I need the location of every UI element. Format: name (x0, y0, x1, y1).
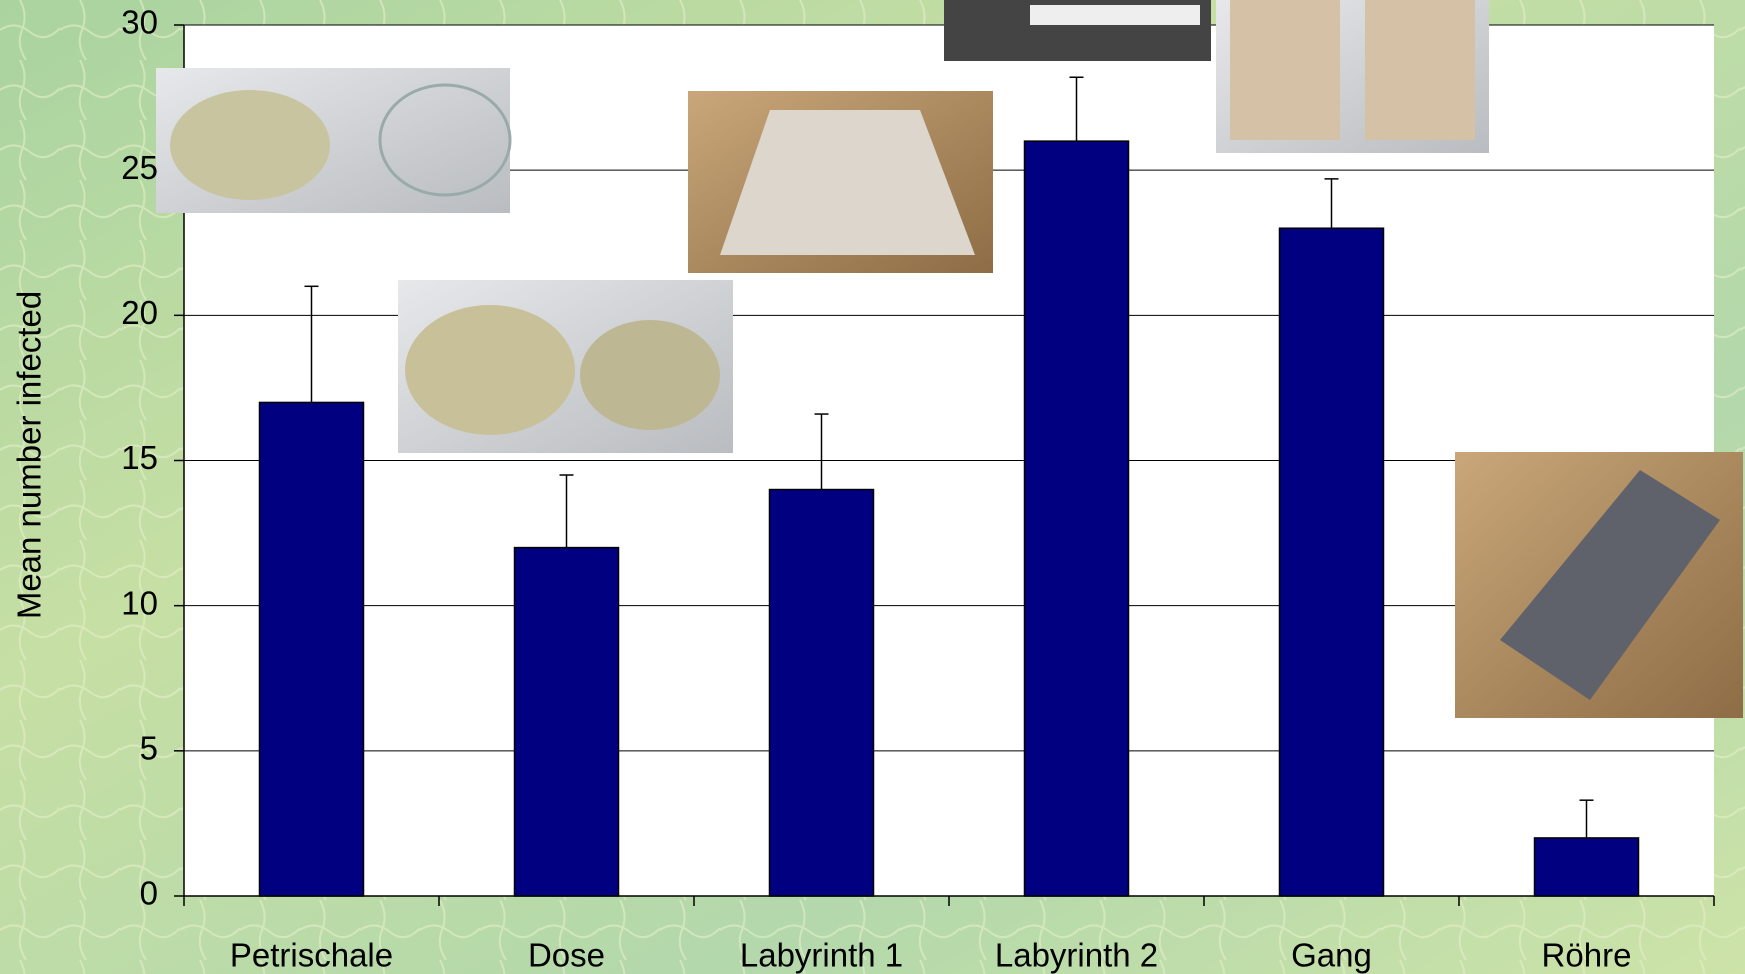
y-tick-label: 20 (121, 294, 158, 331)
photo-detail (720, 110, 975, 255)
photo-detail (1365, 0, 1475, 140)
x-tick-label: Gang (1291, 937, 1372, 974)
y-tick-label: 10 (121, 584, 158, 621)
y-tick-label: 30 (121, 4, 158, 41)
bar (1533, 837, 1640, 897)
photo-detail (405, 305, 575, 435)
photo-detail (170, 90, 330, 200)
photo-detail (378, 83, 512, 197)
x-tick-label: Röhre (1542, 937, 1632, 974)
x-tick-label: Labyrinth 2 (995, 937, 1158, 974)
y-tick-label: 0 (140, 875, 158, 912)
y-tick-label: 15 (121, 439, 158, 476)
bar (513, 546, 620, 897)
y-tick-label: 25 (121, 149, 158, 186)
bar (768, 488, 875, 897)
y-tick-label: 5 (140, 730, 158, 767)
bar (258, 401, 365, 897)
bar (1023, 140, 1130, 897)
photo-detail (1500, 470, 1720, 700)
bar (1278, 227, 1385, 897)
photo-detail (580, 320, 720, 430)
x-tick-label: Labyrinth 1 (740, 937, 903, 974)
x-tick-label: Dose (528, 937, 605, 974)
photos (156, 0, 1743, 718)
y-axis-label: Mean number infected (11, 291, 48, 619)
x-tick-label: Petrischale (230, 937, 393, 974)
photo-detail (1030, 5, 1200, 25)
photo-detail (1230, 0, 1340, 140)
